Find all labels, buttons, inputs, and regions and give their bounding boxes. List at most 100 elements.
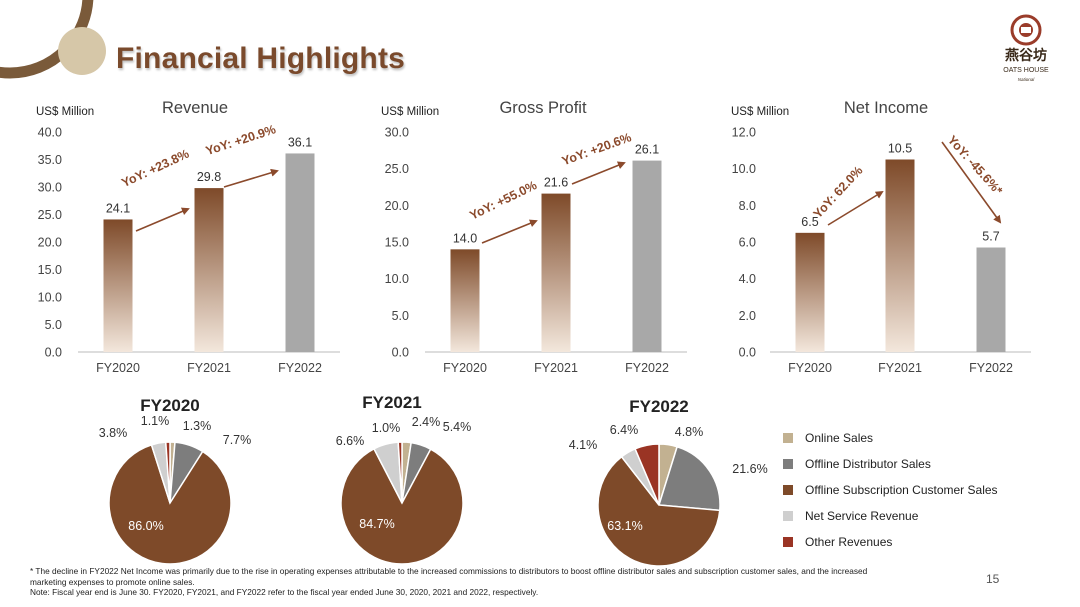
y-tick-label: 25.0: [385, 162, 409, 176]
legend-label: Online Sales: [805, 431, 873, 445]
pie-data-label: 86.0%: [128, 519, 163, 533]
bar-fy2022: [285, 153, 315, 352]
bar-fy2021: [885, 159, 915, 352]
y-tick-label: 35.0: [38, 153, 62, 167]
data-label: 5.7: [982, 230, 999, 244]
data-label: 24.1: [106, 201, 130, 215]
y-tick-label: 10.0: [38, 291, 62, 305]
y-tick-label: 5.0: [45, 318, 62, 332]
bar-fy2020: [103, 219, 133, 352]
pie-data-label: 3.8%: [99, 426, 128, 440]
pie-slice-offline-distributor-sales: [658, 445, 721, 512]
pie-data-label: 6.4%: [610, 423, 639, 437]
y-tick-label: 0.0: [45, 346, 62, 360]
y-tick-label: 12.0: [732, 126, 756, 140]
page-title: Financial Highlights: [116, 42, 406, 75]
x-tick-label: FY2020: [788, 361, 832, 375]
pie-slice-offline-subscription-customer-sales: [597, 455, 721, 567]
oats-house-logo: 燕谷坊 OATS HOUSE National: [1003, 14, 1049, 82]
legend-swatch: [783, 511, 793, 521]
y-tick-label: 0.0: [392, 346, 409, 360]
x-tick-label: FY2022: [969, 361, 1013, 375]
yoy-annotation: YoY: +55.0%: [467, 178, 539, 223]
legend-label: Offline Subscription Customer Sales: [805, 483, 998, 497]
page-number: 15: [986, 572, 1000, 586]
pie-title: FY2021: [362, 393, 422, 412]
legend-label: Offline Distributor Sales: [805, 457, 931, 471]
y-tick-label: 25.0: [38, 208, 62, 222]
pie-data-label: 4.8%: [675, 425, 704, 439]
data-label: 10.5: [888, 142, 912, 156]
legend-label: Net Service Revenue: [805, 509, 919, 523]
bar-fy2021: [194, 188, 224, 352]
pie-title: FY2020: [140, 396, 200, 415]
data-label: 29.8: [197, 170, 221, 184]
y-tick-label: 30.0: [385, 126, 409, 140]
pie-data-label: 4.1%: [569, 438, 598, 452]
pie-data-label: 7.7%: [223, 433, 252, 447]
y-tick-label: 20.0: [385, 199, 409, 213]
svg-text:燕谷坊: 燕谷坊: [1005, 47, 1047, 63]
data-label: 21.6: [544, 176, 568, 190]
pie-data-label: 6.6%: [336, 434, 365, 448]
footnote-line: * The decline in FY2022 Net Income was p…: [30, 566, 868, 576]
bar-fy2022: [632, 160, 662, 352]
y-tick-label: 10.0: [732, 162, 756, 176]
data-label: 36.1: [288, 135, 312, 149]
data-label: 14.0: [453, 231, 477, 245]
y-tick-label: 4.0: [739, 272, 756, 286]
pie-slice-other-revenues: [634, 443, 660, 506]
yoy-arrow: [941, 141, 1002, 224]
unit-label: US$ Million: [381, 106, 439, 118]
pie-data-label: 1.1%: [141, 414, 170, 428]
y-tick-label: 15.0: [38, 263, 62, 277]
pie-data-label: 63.1%: [607, 519, 642, 533]
y-tick-label: 15.0: [385, 236, 409, 250]
svg-text:OATS HOUSE: OATS HOUSE: [1003, 67, 1049, 74]
pie-slice-other-revenues: [397, 441, 403, 504]
yoy-arrow: [223, 168, 279, 188]
y-tick-label: 5.0: [392, 309, 409, 323]
chart-title: Revenue: [162, 99, 228, 117]
pie-slice-offline-subscription-customer-sales: [108, 443, 232, 565]
yoy-annotation: YoY: +23.8%: [119, 147, 191, 190]
legend-swatch: [783, 433, 793, 443]
y-tick-label: 6.0: [739, 236, 756, 250]
y-tick-label: 2.0: [739, 309, 756, 323]
x-tick-label: FY2021: [534, 361, 578, 375]
bar-fy2020: [450, 249, 480, 352]
pie-data-label: 1.3%: [183, 419, 212, 433]
yoy-arrow: [135, 207, 190, 232]
legend-swatch: [783, 485, 793, 495]
yoy-arrow: [827, 190, 884, 226]
data-label: 26.1: [635, 143, 659, 157]
svg-text:National: National: [1018, 77, 1036, 82]
footnote-line: marketing expenses to promote online sal…: [30, 576, 195, 587]
pie-data-label: 2.4%: [412, 415, 441, 429]
pie-data-label: 1.0%: [372, 421, 401, 435]
unit-label: US$ Million: [36, 106, 94, 118]
y-tick-label: 10.0: [385, 272, 409, 286]
pie-slice-other-revenues: [164, 441, 171, 504]
bar-fy2022: [976, 247, 1006, 352]
y-tick-label: 40.0: [38, 126, 62, 140]
legend-label: Other Revenues: [805, 535, 892, 549]
yoy-annotation: YoY: 62.0%: [811, 164, 866, 221]
x-tick-label: FY2020: [443, 361, 487, 375]
footnote-line: Note: Fiscal year end is June 30. FY2020…: [30, 587, 539, 597]
x-tick-label: FY2021: [187, 361, 231, 375]
y-tick-label: 8.0: [739, 199, 756, 213]
pie-data-label: 21.6%: [732, 462, 767, 476]
y-tick-label: 30.0: [38, 181, 62, 195]
footnote: * The decline in FY2022 Net Income was p…: [30, 566, 970, 598]
chart-title: Net Income: [844, 99, 928, 117]
pie-slice-offline-subscription-customer-sales: [340, 447, 464, 565]
chart-title: Gross Profit: [499, 99, 587, 117]
x-tick-label: FY2022: [278, 361, 322, 375]
bar-fy2021: [541, 193, 571, 352]
yoy-arrow: [481, 219, 538, 244]
pie-data-label: 5.4%: [443, 420, 472, 434]
y-tick-label: 20.0: [38, 236, 62, 250]
decorative-ring: [0, 0, 106, 79]
